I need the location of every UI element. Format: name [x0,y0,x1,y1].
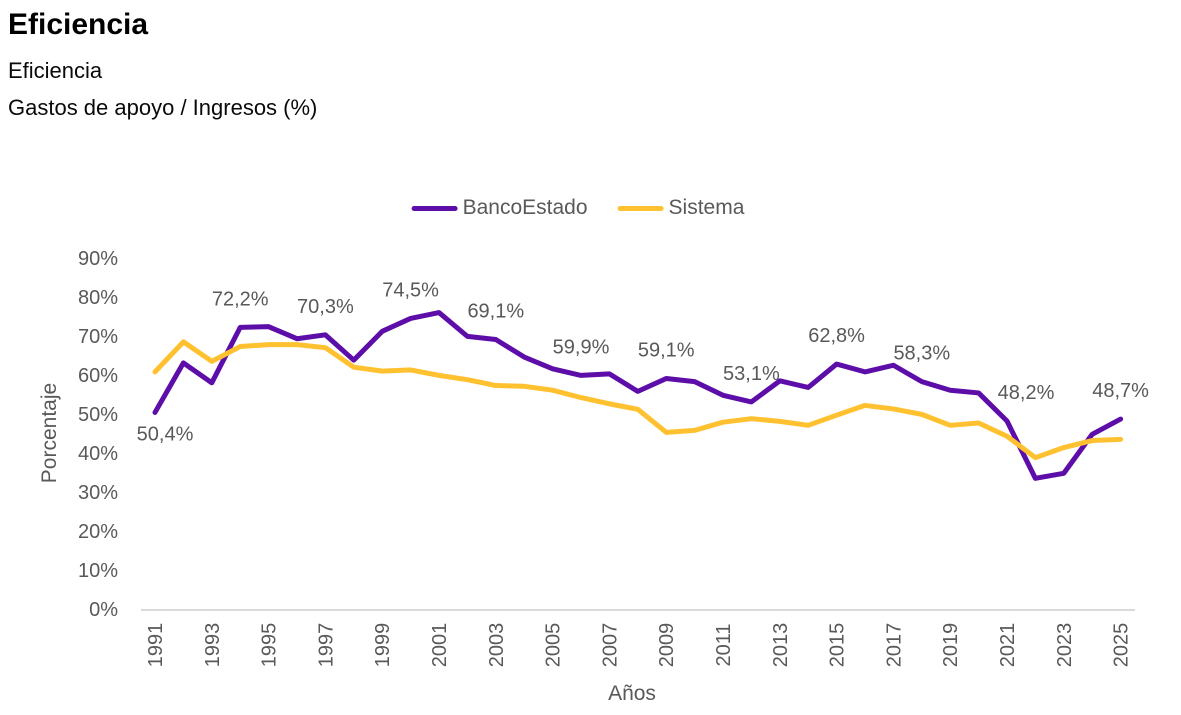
x-tick-label: 2001 [429,623,451,668]
sistema-line [152,339,1124,461]
chart-subtitle: Eficiencia [8,58,103,83]
x-tick-label: 1993 [202,623,224,668]
x-tick-label: 2017 [883,623,905,668]
data-label-2021: 48,2% [998,382,1055,404]
x-tick-label: 2013 [770,623,792,668]
legend-item-bancoestado: BancoEstado [411,196,588,220]
x-tick-label: 1991 [145,623,167,668]
sistema-line-swatch [617,205,664,211]
x-tick-label: 1995 [259,623,281,668]
x-tick-label: 1999 [372,623,394,668]
data-label-2018: 58,3% [893,343,950,365]
data-label-1994: 72,2% [212,288,269,310]
y-tick-label: 30% [78,482,118,504]
x-tick-label: 2025 [1111,623,1133,668]
y-tick-label: 70% [78,326,118,348]
x-tick-label: 2003 [486,623,508,668]
bancoestado-line-swatch [411,205,458,211]
bancoestado-line [152,310,1124,481]
chart-legend: BancoEstado Sistema [411,196,745,220]
y-tick-label: 0% [89,599,118,621]
y-tick-label: 80% [78,287,118,309]
y-tick-label: 60% [78,365,118,387]
data-label-1997: 70,3% [297,296,354,318]
x-tick-label: 2007 [599,623,621,668]
data-label-1991: 50,4% [137,423,194,445]
x-tick-label: 2009 [656,623,678,668]
y-tick-label: 50% [78,404,118,426]
chart-header: Eficiencia Eficiencia Gastos de apoyo / … [8,2,317,126]
y-tick-label: 20% [78,521,118,543]
data-label-2009: 59,1% [638,340,695,362]
y-tick-label: 40% [78,443,118,465]
y-axis-title: Porcentaje [38,382,61,484]
x-axis-title: Años [608,682,656,705]
y-tick-label: 90% [78,248,118,270]
data-label-2003: 69,1% [467,301,524,323]
x-tick-label: 2011 [713,623,735,666]
data-label-2012: 53,1% [723,363,780,385]
chart-title: Eficiencia [8,8,149,41]
x-tick-label: 2021 [997,623,1019,668]
x-tick-label: 1997 [315,623,337,668]
data-label-2006: 59,9% [553,336,610,358]
legend-item-sistema: Sistema [617,196,745,220]
data-label-2025: 48,7% [1092,380,1149,402]
legend-label-sistema: Sistema [668,196,745,219]
x-tick-label: 2015 [827,623,849,668]
chart-metric-label: Gastos de apoyo / Ingresos (%) [8,95,318,120]
x-tick-label: 2005 [543,623,565,668]
legend-label-bancoestado: BancoEstado [462,196,588,219]
data-label-2015: 62,8% [808,325,865,347]
data-label-2000: 74,5% [382,279,439,301]
y-tick-label: 10% [78,560,118,582]
x-tick-label: 2019 [940,623,962,668]
x-tick-label: 2023 [1054,623,1076,668]
